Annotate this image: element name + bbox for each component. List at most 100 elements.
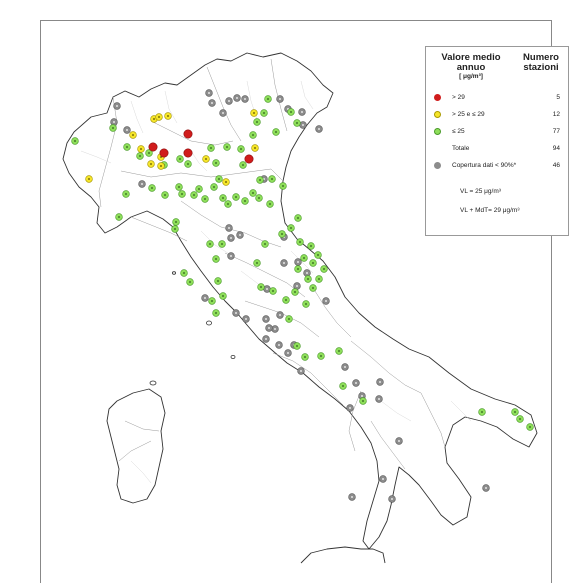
station-marker-center <box>265 318 267 320</box>
station-marker-red <box>183 148 193 158</box>
legend-row-total-label: Totale <box>452 145 470 152</box>
station-marker-center <box>193 194 195 196</box>
station-marker-center <box>519 418 521 420</box>
station-marker-center <box>208 92 210 94</box>
station-marker-center <box>253 112 255 114</box>
station-marker-center <box>252 134 254 136</box>
station-marker-center <box>209 243 211 245</box>
station-marker-red <box>183 129 193 139</box>
station-marker-center <box>215 162 217 164</box>
station-marker-center <box>244 98 246 100</box>
station-marker-center <box>342 385 344 387</box>
station-marker-center <box>230 237 232 239</box>
station-marker-center <box>290 111 292 113</box>
station-marker-center <box>297 217 299 219</box>
station-marker-center <box>179 158 181 160</box>
legend-row-high-count: 5 <box>556 94 560 101</box>
station-marker-center <box>151 187 153 189</box>
station-marker-center <box>245 318 247 320</box>
station-marker-center <box>215 258 217 260</box>
station-marker-center <box>379 381 381 383</box>
station-marker-center <box>113 121 115 123</box>
station-marker-center <box>272 290 274 292</box>
station-marker-center <box>305 303 307 305</box>
station-marker-center <box>382 478 384 480</box>
station-marker-center <box>279 314 281 316</box>
legend-panel: Valore medio annuo [ μg/m³] Numero stazi… <box>425 46 569 236</box>
station-marker-center <box>141 183 143 185</box>
station-marker-center <box>158 116 160 118</box>
station-marker-center <box>218 178 220 180</box>
station-marker-center <box>312 287 314 289</box>
station-marker-center <box>148 152 150 154</box>
station-marker-center <box>264 243 266 245</box>
legend-header-value: Valore medio annuo [ μg/m³] <box>434 53 508 81</box>
station-marker-center <box>222 197 224 199</box>
yellow-dot-icon <box>434 111 441 118</box>
station-marker-center <box>132 134 134 136</box>
station-marker-center <box>485 487 487 489</box>
station-marker-center <box>230 255 232 257</box>
station-marker-center <box>210 147 212 149</box>
station-marker-red <box>148 142 158 152</box>
red-dot-icon <box>434 94 441 101</box>
station-marker-center <box>318 278 320 280</box>
station-marker-center <box>274 328 276 330</box>
station-marker-center <box>175 221 177 223</box>
station-marker-center <box>303 257 305 259</box>
station-marker-center <box>242 164 244 166</box>
station-marker-center <box>226 146 228 148</box>
station-marker-center <box>235 196 237 198</box>
station-marker-center <box>310 245 312 247</box>
station-marker-center <box>296 122 298 124</box>
station-marker-center <box>160 165 162 167</box>
legend-row-low: ≤ 25 77 <box>426 127 568 137</box>
legend-row-high-label: > 29 <box>452 94 465 101</box>
station-marker-red <box>244 154 254 164</box>
station-marker-center <box>139 155 141 157</box>
grey-dot-icon <box>434 162 441 169</box>
station-marker-center <box>183 272 185 274</box>
station-marker-center <box>265 338 267 340</box>
green-dot-icon <box>434 128 441 135</box>
italy-map <box>62 52 538 564</box>
station-markers <box>71 89 534 503</box>
station-marker-center <box>306 272 308 274</box>
station-marker-center <box>398 440 400 442</box>
legend-header-value-text: Valore medio annuo <box>441 52 501 73</box>
legend-row-total: Totale 94 <box>426 144 568 154</box>
station-marker-center <box>283 262 285 264</box>
station-marker-center <box>361 395 363 397</box>
province-borders <box>80 80 472 484</box>
station-marker-center <box>211 300 213 302</box>
station-marker-center <box>268 327 270 329</box>
station-marker-center <box>301 111 303 113</box>
station-marker-center <box>297 261 299 263</box>
station-marker-center <box>88 178 90 180</box>
station-marker-center <box>300 370 302 372</box>
station-marker-center <box>362 400 364 402</box>
station-marker-center <box>228 100 230 102</box>
station-marker-center <box>338 350 340 352</box>
station-marker-center <box>126 146 128 148</box>
station-marker-center <box>187 163 189 165</box>
legend-row-low-label: ≤ 25 <box>452 128 465 135</box>
station-marker-center <box>271 178 273 180</box>
station-marker-center <box>164 194 166 196</box>
station-marker-center <box>205 158 207 160</box>
legend-row-medium-count: 12 <box>552 111 560 118</box>
station-marker-center <box>198 188 200 190</box>
station-marker-center <box>118 216 120 218</box>
station-marker-center <box>140 148 142 150</box>
station-marker-center <box>481 411 483 413</box>
station-marker-center <box>239 234 241 236</box>
station-marker-center <box>225 181 227 183</box>
station-marker-center <box>252 192 254 194</box>
station-marker-center <box>281 233 283 235</box>
station-marker-center <box>256 262 258 264</box>
station-marker-center <box>266 288 268 290</box>
station-marker-center <box>213 186 215 188</box>
station-marker-center <box>174 228 176 230</box>
station-marker-center <box>260 286 262 288</box>
station-marker-center <box>282 185 284 187</box>
